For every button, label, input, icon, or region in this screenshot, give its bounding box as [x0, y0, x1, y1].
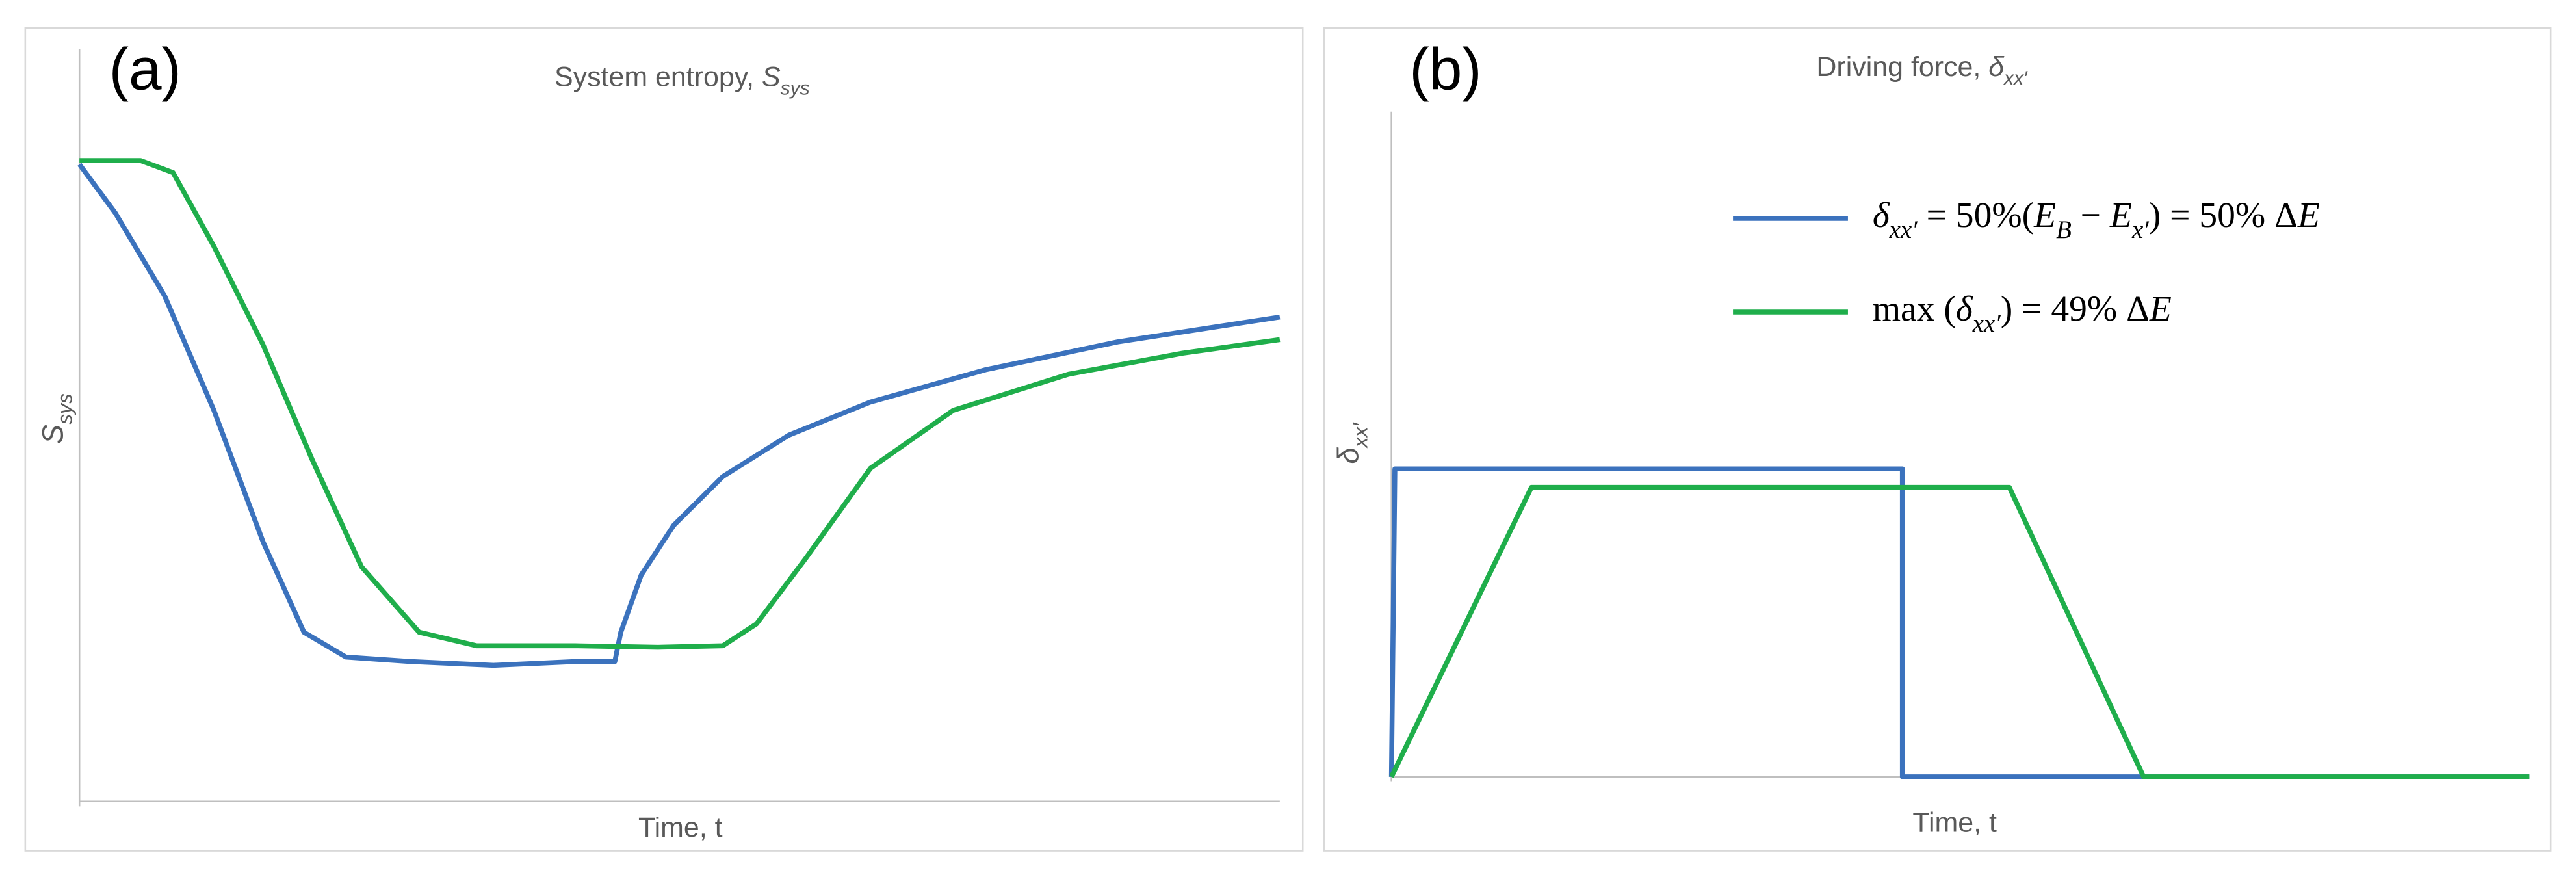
chart-title: Driving force, δxx′ — [1816, 51, 2028, 89]
panel-label: (b) — [1409, 37, 1481, 103]
text-run: − — [2072, 195, 2110, 235]
text-run: ) = 50% Δ — [2149, 195, 2298, 235]
text-run: xx′ — [1972, 309, 2001, 337]
panel-frame — [1323, 27, 2552, 852]
x-axis-label: Time, t — [638, 812, 723, 843]
text-run: System entropy, — [554, 62, 762, 93]
text-run: δ — [1956, 289, 1973, 329]
text-run: B — [2056, 216, 2072, 244]
y-axis-label: δxx′ — [1332, 423, 1372, 464]
legend-label: max (δxx′) = 49% ΔE — [1873, 289, 2172, 338]
text-run: max ( — [1873, 289, 1956, 329]
text-run: S — [36, 425, 69, 444]
text-run: Driving force, — [1816, 51, 1988, 83]
text-run: ) = 49% Δ — [2001, 289, 2150, 329]
text-run: δ — [1332, 447, 1365, 464]
text-run: E — [2033, 195, 2056, 235]
text-run: x′ — [2131, 216, 2149, 244]
chart-title: System entropy, Ssys — [554, 62, 810, 99]
panel: (a) System entropy, Ssys Time, t Ssys — [24, 27, 1304, 852]
x-axis-label: Time, t — [1912, 807, 1997, 839]
text-run: = 50%( — [1918, 195, 2034, 235]
y-axis-label: Ssys — [36, 393, 76, 444]
text-run: E — [2149, 289, 2172, 329]
text-run: δ — [1988, 51, 2005, 83]
panel-label: (a) — [109, 37, 181, 103]
series-line — [1389, 484, 2530, 779]
panel-frame — [24, 27, 1304, 852]
series-line — [1388, 466, 2530, 779]
text-run: S — [762, 62, 781, 93]
text-run: sys — [781, 78, 810, 99]
text-run: E — [2109, 195, 2132, 235]
text-run: xx′ — [1349, 423, 1372, 449]
legend-label: δxx′ = 50%(EB − Ex′) = 50% ΔE — [1873, 195, 2320, 244]
text-run: δ — [1873, 195, 1890, 235]
text-run: sys — [53, 393, 77, 425]
text-run: xx′ — [1889, 216, 1918, 244]
series-line — [77, 163, 1281, 668]
text-run: xx′ — [2003, 68, 2028, 90]
text-run: E — [2297, 195, 2320, 235]
series-line — [79, 158, 1281, 650]
